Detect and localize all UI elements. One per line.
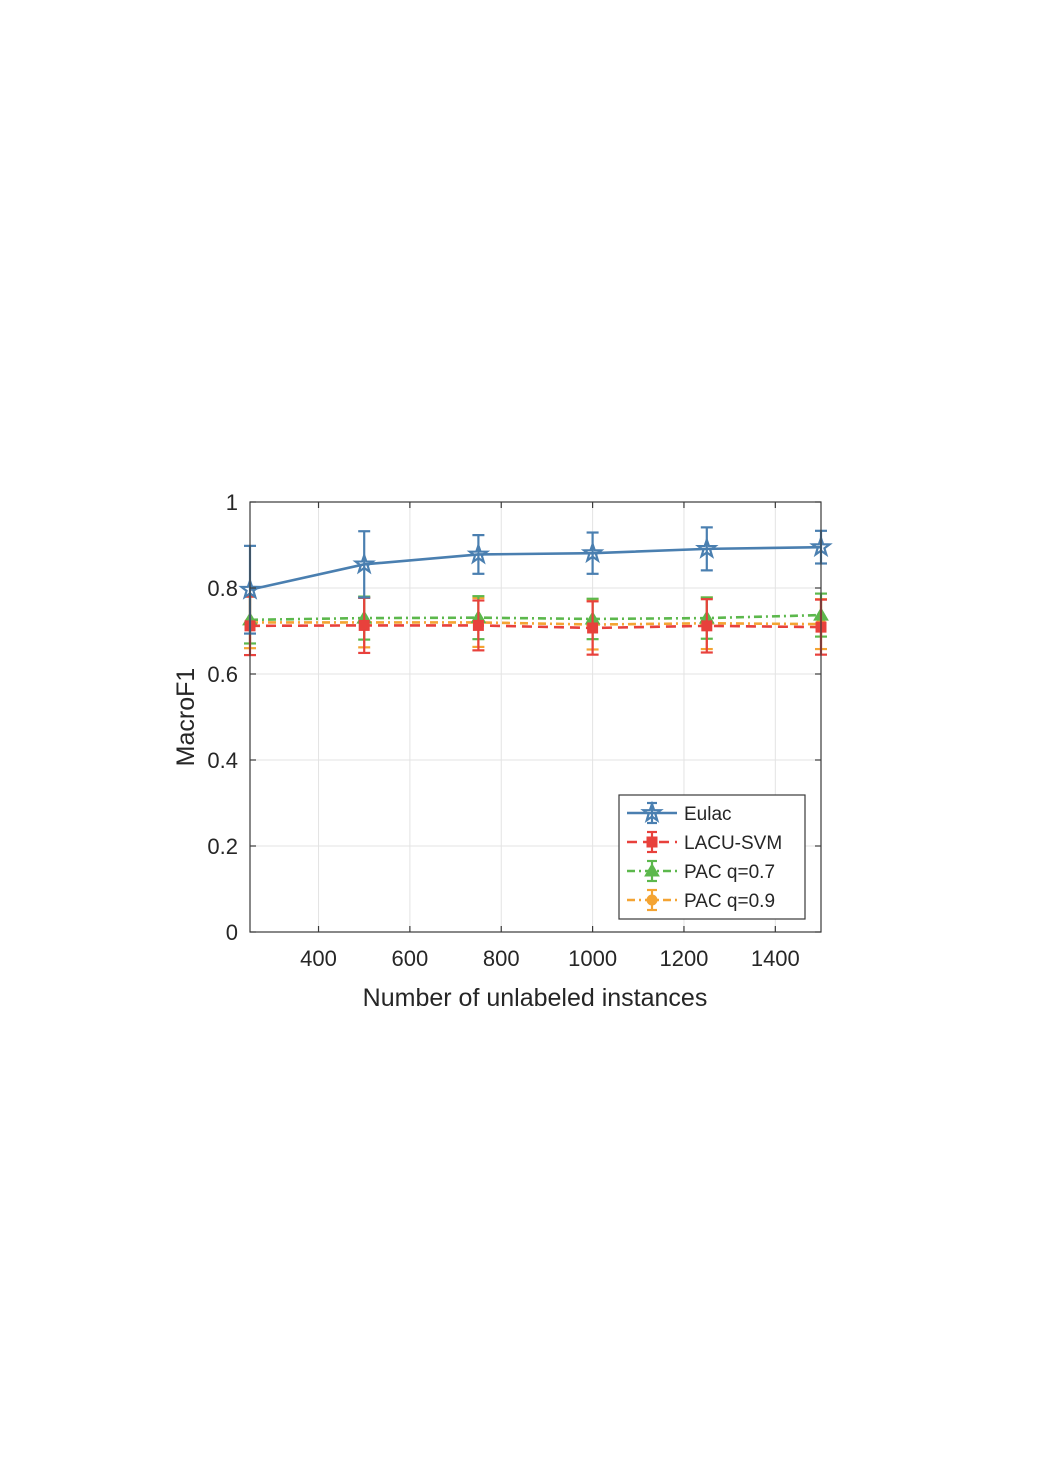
x-axis-label: Number of unlabeled instances bbox=[363, 984, 708, 1012]
legend-entry: Eulac bbox=[627, 800, 732, 825]
data-point bbox=[587, 622, 599, 634]
legend-marker bbox=[646, 894, 658, 906]
legend-entry: LACU-SVM bbox=[627, 830, 782, 854]
x-tick-label: 800 bbox=[483, 946, 520, 971]
data-point bbox=[358, 619, 370, 631]
x-tick-label: 600 bbox=[392, 946, 429, 971]
series-line bbox=[249, 545, 822, 591]
data-point bbox=[472, 619, 484, 631]
series-line bbox=[250, 621, 822, 626]
series-pac-q-0-7 bbox=[242, 592, 829, 645]
y-tick-label: 0.4 bbox=[207, 748, 238, 773]
data-point bbox=[466, 542, 491, 565]
legend-label: PAC q=0.9 bbox=[684, 891, 775, 912]
data-point bbox=[695, 536, 719, 559]
data-point bbox=[701, 620, 713, 632]
series-pac-q-0-9 bbox=[244, 595, 827, 651]
series-line bbox=[249, 624, 822, 630]
legend-entry: PAC q=0.9 bbox=[627, 888, 775, 912]
x-tick-label: 1000 bbox=[568, 946, 617, 971]
series-line bbox=[249, 613, 822, 622]
legend-marker bbox=[646, 836, 658, 848]
x-tick-label: 1400 bbox=[751, 946, 800, 971]
legend-marker bbox=[640, 800, 664, 823]
y-tick-label: 0.2 bbox=[207, 834, 238, 859]
legend-marker bbox=[644, 863, 660, 877]
data-point bbox=[352, 552, 376, 575]
legend-label: LACU-SVM bbox=[684, 833, 782, 854]
legend-label: PAC q=0.7 bbox=[684, 862, 775, 883]
x-tick-label: 400 bbox=[300, 946, 337, 971]
y-tick-label: 0.8 bbox=[207, 576, 238, 601]
legend: Eulac LACU-SVM PAC q=0.7 PAC q=0.9 bbox=[618, 794, 806, 920]
y-axis-label: MacroF1 bbox=[172, 668, 200, 767]
y-tick-label: 0.6 bbox=[207, 662, 238, 687]
axis-ticks: 400 600 800 1000 1200 1400 0 0.2 0.4 0.6 0.8 1 bbox=[207, 490, 821, 971]
y-tick-label: 0 bbox=[226, 920, 238, 945]
y-tick-label: 1 bbox=[226, 490, 238, 515]
series-layer bbox=[238, 526, 833, 657]
legend-entry: PAC q=0.7 bbox=[627, 859, 775, 883]
data-point bbox=[580, 540, 605, 564]
legend-label: Eulac bbox=[684, 804, 732, 825]
series-lacu-svm bbox=[244, 595, 827, 657]
plot-area-frame bbox=[249, 501, 822, 933]
x-tick-label: 1200 bbox=[659, 946, 708, 971]
